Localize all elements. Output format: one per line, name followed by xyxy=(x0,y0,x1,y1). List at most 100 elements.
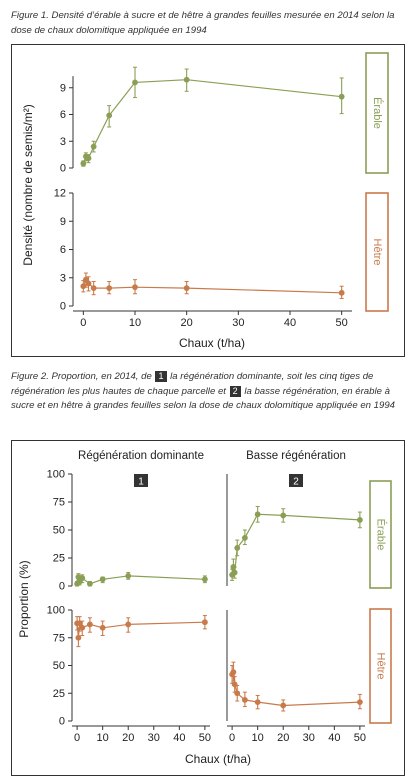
fig2-col2-x-tick-label: 10 xyxy=(252,732,264,744)
hetre-data-point xyxy=(338,289,345,296)
erable-col1-y-tick-label: 100 xyxy=(47,469,65,481)
hetre-col1-data-point xyxy=(76,620,83,627)
figure1-caption: Figure 1. Densité d’érable à sucre et de… xyxy=(11,10,395,36)
figure2-caption-part-a: Figure 2. Proportion, en 2014, de xyxy=(11,371,152,382)
erable-y-tick-label: 0 xyxy=(60,163,66,175)
figure2-plot: Régénération dominante 1 Basse régénératio… xyxy=(17,450,392,766)
erable-col2-data-point xyxy=(241,534,248,541)
hetre-col2-data-point xyxy=(234,690,241,697)
erable-col1-data-point xyxy=(86,580,93,587)
hetre-col1-data-point xyxy=(75,634,82,641)
erable-col2-data-point xyxy=(231,569,238,576)
erable-data-point xyxy=(85,155,92,162)
hetre-col1-data-point xyxy=(125,621,132,628)
erable-col1-y-tick-label: 25 xyxy=(53,553,65,565)
hetre-col1-data-point xyxy=(99,624,106,631)
hetre-y-tick-label: 6 xyxy=(60,244,66,256)
hetre-strip-label: Hêtre xyxy=(371,239,383,266)
hetre-col1-y-tick-label: 50 xyxy=(53,660,65,672)
hetre-y-tick-label: 9 xyxy=(60,216,66,228)
fig2-x-axis-title: Chaux (t/ha) xyxy=(185,752,251,766)
hetre-data-point xyxy=(106,285,113,292)
hetre-col2-data-point xyxy=(241,697,248,703)
erable-col1-y-tick-label: 0 xyxy=(59,581,65,593)
hetre-data-point xyxy=(132,284,138,291)
hetre-data-point xyxy=(80,283,87,290)
erable-col2-data-point xyxy=(280,512,287,519)
figure2-caption-part-b: la régénération dominante, soit les cinq… xyxy=(11,371,374,397)
column-title-1: Régénération dominante xyxy=(78,450,204,462)
erable-col1-data-point xyxy=(99,576,106,583)
erable-col1-y-tick-label: 75 xyxy=(53,497,65,509)
figure1-chart: 0 3 6 9 0 3 6 9 12 0 10 20 30 40 50 Érable Hêtre Chaux (t… xyxy=(11,44,405,357)
hetre-col1-y-tick-label: 100 xyxy=(47,605,65,617)
fig1-x-tick-label: 0 xyxy=(80,317,86,329)
erable-series-line xyxy=(82,79,342,164)
fig1-x-tick-label: 20 xyxy=(181,317,193,329)
fig2-erable-strip xyxy=(369,480,392,589)
erable-strip xyxy=(365,52,389,174)
hetre-col2-series-line xyxy=(231,670,360,707)
hetre-col1-series-line xyxy=(76,621,205,638)
hetre-data-point xyxy=(90,285,97,292)
fig2-col1-x-tick-label: 50 xyxy=(199,732,211,744)
fig2-col2-x-tick-label: 40 xyxy=(328,732,340,744)
fig2-col1-x-tick-label: 20 xyxy=(122,732,134,744)
fig2-col2-x-tick-label: 50 xyxy=(354,732,366,744)
erable-col2-data-point xyxy=(254,511,261,518)
fig2-hetre-strip xyxy=(369,608,392,724)
hetre-y-tick-label: 3 xyxy=(60,272,66,284)
column-badge-2: 2 xyxy=(293,477,299,488)
fig1-x-tick-label: 30 xyxy=(232,317,244,329)
figure2-chart: Régénération dominante 1 Basse régénératio… xyxy=(11,440,405,776)
column-badge-box-2 xyxy=(289,474,303,487)
fig1-y-axis-title: Densité (nombre de semis/m²) xyxy=(21,104,35,265)
column-badge-1: 1 xyxy=(138,477,144,488)
hetre-col2-data-point xyxy=(356,699,363,706)
hetre-series-line xyxy=(82,278,342,294)
erable-col1-data-point xyxy=(125,573,132,579)
erable-col2-series-line xyxy=(231,513,360,575)
fig2-col1-x-tick-label: 10 xyxy=(97,732,109,744)
hetre-col1-data-point xyxy=(79,624,86,631)
figure1-plot: 0 3 6 9 0 3 6 9 12 0 10 20 30 40 50 Érable Hêtre Chaux (t… xyxy=(21,52,389,350)
fig1-x-tick-label: 50 xyxy=(336,317,348,329)
fig1-x-tick-label: 40 xyxy=(284,317,296,329)
fig2-y-axis-title: Proportion (%) xyxy=(17,560,31,637)
erable-col1-y-tick-label: 50 xyxy=(53,525,65,537)
hetre-strip xyxy=(365,192,389,312)
fig2-col1-x-tick-label: 30 xyxy=(148,732,160,744)
hetre-col1-y-tick-label: 75 xyxy=(53,632,65,644)
fig2-col1-x-tick-label: 0 xyxy=(74,732,80,744)
fig2-col2-x-tick-label: 0 xyxy=(229,732,235,744)
fig2-erable-strip-label: Érable xyxy=(375,519,388,551)
erable-data-point xyxy=(90,143,97,150)
erable-strip-label: Érable xyxy=(371,97,384,129)
caption-badge-1: 1 xyxy=(155,371,167,382)
fig1-x-axis-title: Chaux (t/ha) xyxy=(179,336,245,350)
fig2-col1-x-tick-label: 40 xyxy=(173,732,185,744)
hetre-col1-y-tick-label: 25 xyxy=(53,688,65,700)
erable-data-point xyxy=(106,112,113,119)
hetre-data-point xyxy=(183,285,190,292)
erable-data-point xyxy=(338,93,345,100)
hetre-y-tick-label: 0 xyxy=(60,301,66,313)
erable-y-tick-label: 3 xyxy=(60,136,66,148)
erable-col1-data-point xyxy=(79,575,86,582)
fig2-col2-x-tick-label: 30 xyxy=(303,732,315,744)
erable-data-point xyxy=(132,79,138,86)
figure2-caption: Figure 2. Proportion, en 2014, de 1 la r… xyxy=(11,370,403,414)
fig2-hetre-strip-label: Hêtre xyxy=(375,653,387,680)
column-title-2: Basse régénération xyxy=(246,450,346,462)
erable-col2-data-point xyxy=(234,545,241,551)
hetre-col1-data-point xyxy=(86,621,93,628)
erable-y-tick-label: 6 xyxy=(60,109,66,121)
erable-data-point xyxy=(183,76,190,83)
hetre-col1-y-tick-label: 0 xyxy=(59,716,65,728)
erable-col2-data-point xyxy=(356,517,363,523)
fig2-col2-x-tick-label: 20 xyxy=(277,732,289,744)
fig1-x-tick-label: 10 xyxy=(129,317,141,329)
hetre-y-tick-label: 12 xyxy=(54,188,66,200)
erable-col1-series-line xyxy=(76,575,205,585)
hetre-col2-data-point xyxy=(230,669,237,676)
